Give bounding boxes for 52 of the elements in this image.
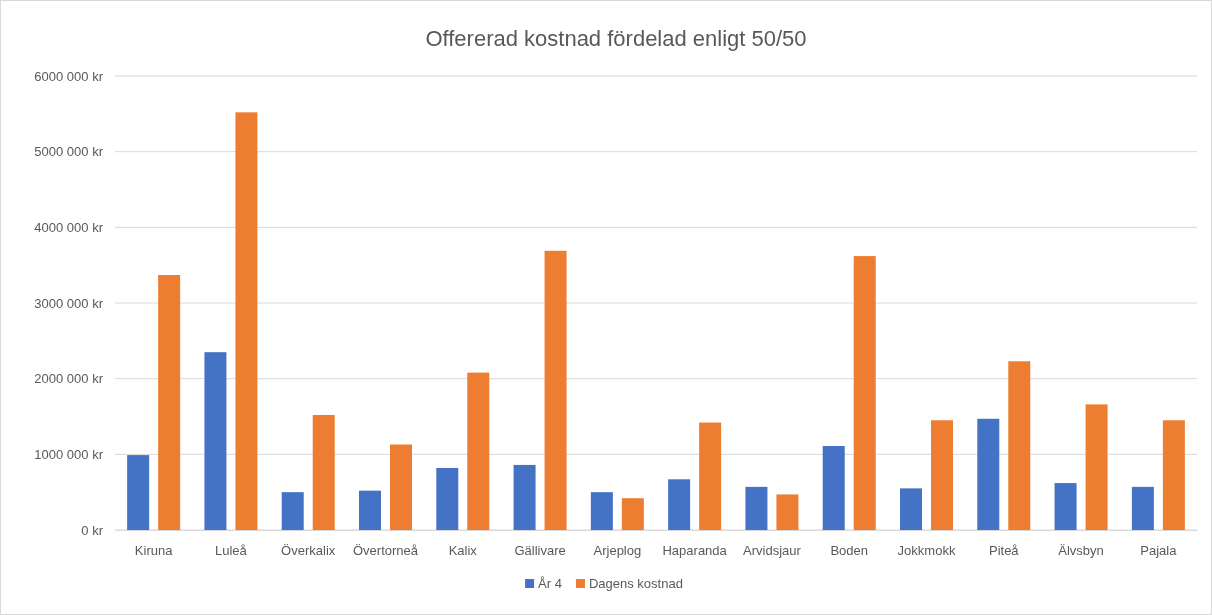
x-tick-label: Överkalix: [281, 543, 336, 559]
y-tick-label: 1000 000 kr: [34, 446, 104, 462]
x-tick-label: Kalix: [448, 543, 478, 559]
x-tick-label: Arvidsjaur: [743, 543, 802, 559]
bar: [776, 494, 799, 530]
x-tick-label: Älvsbyn: [1058, 543, 1104, 559]
bar: [544, 250, 567, 530]
bar: [931, 420, 953, 530]
bar: [467, 372, 490, 530]
bar: [590, 492, 613, 530]
legend-label: Dagens kostnad: [588, 576, 683, 591]
bar: [822, 446, 845, 530]
x-tick-label: Gällivare: [514, 543, 566, 559]
bar: [235, 112, 258, 530]
bar: [1085, 404, 1108, 530]
y-tick-label: 5000 000 kr: [34, 144, 104, 160]
bar: [312, 414, 335, 530]
bar: [436, 467, 459, 530]
x-tick-label: Arjeplog: [593, 543, 642, 559]
bar: [1008, 361, 1031, 530]
bar: [1054, 483, 1077, 530]
x-tick-label: Jokkmokk: [897, 543, 956, 559]
bar: [900, 488, 922, 530]
legend-label: År 4: [538, 576, 562, 591]
bar: [621, 498, 644, 530]
bar: [127, 455, 150, 530]
x-tick-label: Övertorneå: [352, 543, 419, 559]
bar: [853, 256, 876, 530]
bar: [390, 444, 412, 530]
x-tick-label: Kiruna: [134, 543, 174, 559]
y-tick-label: 6000 000 kr: [34, 68, 104, 84]
bar: [977, 418, 1000, 530]
x-tick-label: Pajala: [1140, 543, 1178, 559]
bar: [359, 490, 381, 530]
bar: [158, 275, 181, 530]
y-tick-label: 3000 000 kr: [34, 295, 104, 311]
x-tick-label: Luleå: [215, 543, 248, 559]
y-tick-label: 2000 000 kr: [34, 371, 104, 387]
bar: [281, 492, 304, 530]
bar: [1162, 420, 1185, 530]
y-tick-label: 0 kr: [81, 522, 104, 538]
x-tick-label: Boden: [830, 543, 869, 559]
bar: [513, 464, 536, 530]
x-tick-label: Piteå: [988, 543, 1020, 559]
bar: [699, 422, 722, 530]
bar: [745, 486, 768, 530]
bar: [204, 352, 227, 530]
chart-title: Offererad kostnad fördelad enligt 50/50: [425, 26, 807, 51]
y-tick-label: 4000 000 kr: [34, 219, 104, 235]
x-tick-label: Haparanda: [662, 543, 728, 559]
bar: [1131, 486, 1154, 530]
bar: [668, 479, 691, 530]
